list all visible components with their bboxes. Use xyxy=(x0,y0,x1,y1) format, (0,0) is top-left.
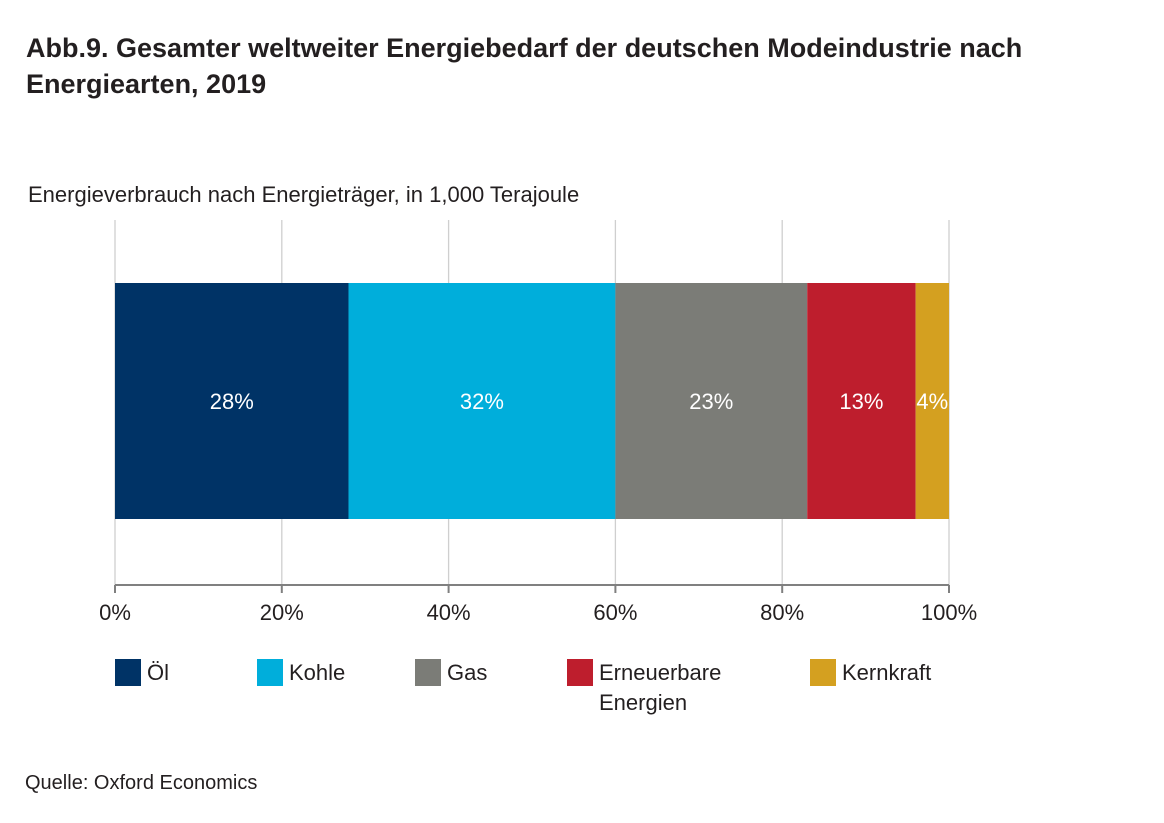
legend-label: Öl xyxy=(147,660,169,685)
bar-segment-1 xyxy=(115,283,349,519)
legend-label: Gas xyxy=(447,660,488,685)
x-tick-label: 100% xyxy=(921,600,977,625)
legend-item: Gas xyxy=(415,659,545,688)
bar-segment-3 xyxy=(615,283,808,519)
x-tick-label: 40% xyxy=(427,600,471,625)
legend-item: Öl xyxy=(115,659,235,688)
data-label: 13% xyxy=(839,389,883,414)
x-tick-label: 0% xyxy=(99,600,131,625)
x-tick-label: 80% xyxy=(760,600,804,625)
legend-swatch xyxy=(415,659,441,686)
legend-swatch xyxy=(810,659,836,686)
legend-label: Kohle xyxy=(289,660,346,685)
data-label: 4% xyxy=(916,389,948,414)
source-note: Quelle: Oxford Economics xyxy=(25,772,258,794)
legend-item: Kohle xyxy=(257,659,397,688)
bar-segment-5 xyxy=(915,283,949,519)
legend-label: Kernkraft xyxy=(842,660,932,685)
chart-subtitle: Energieverbrauch nach Energieträger, in … xyxy=(28,182,580,207)
legend-label: Erneuerbare Energien xyxy=(599,660,722,715)
x-tick-label: 20% xyxy=(260,600,304,625)
legend-item: Kernkraft xyxy=(810,659,1010,688)
x-tick-label: 60% xyxy=(593,600,637,625)
data-label: 28% xyxy=(210,389,254,414)
legend-swatch xyxy=(257,659,283,686)
bar-segment-2 xyxy=(348,283,616,519)
data-label: 32% xyxy=(460,389,504,414)
legend-swatch xyxy=(115,659,141,686)
chart-title: Abb.9. Gesamter weltweiter Energiebedarf… xyxy=(26,33,1023,99)
bar-segment-4 xyxy=(807,283,916,519)
data-label: 23% xyxy=(689,389,733,414)
legend-swatch xyxy=(567,659,593,686)
legend-item: Erneuerbare Energien xyxy=(567,659,787,718)
